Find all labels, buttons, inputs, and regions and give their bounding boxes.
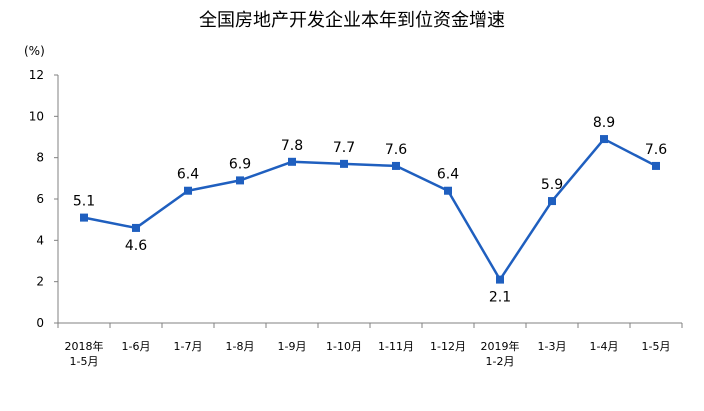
chart-title: 全国房地产开发企业本年到位资金增速 — [199, 10, 505, 31]
data-point-marker — [548, 197, 556, 206]
y-tick-label: 12 — [29, 68, 44, 82]
x-tick-label: 1-8月 — [226, 340, 255, 353]
y-tick-label: 6 — [36, 192, 44, 206]
data-point-marker — [132, 223, 140, 232]
data-label: 7.7 — [333, 140, 355, 156]
data-label: 6.4 — [437, 167, 459, 183]
data-point-marker — [496, 275, 504, 284]
y-axis-unit-label: (%) — [24, 44, 45, 58]
data-point-marker — [600, 135, 608, 144]
x-tick-label: 1-2月 — [486, 355, 515, 368]
y-tick-label: 2 — [36, 275, 44, 289]
data-label: 4.6 — [125, 238, 147, 254]
y-tick-label: 8 — [36, 151, 44, 165]
x-tick-label: 2018年 — [65, 339, 104, 353]
x-tick-label: 1-5月 — [642, 340, 671, 353]
y-tick-label: 10 — [29, 109, 44, 123]
x-tick-label: 1-4月 — [590, 340, 619, 353]
x-tick-label: 1-11月 — [378, 340, 414, 353]
y-tick-label: 4 — [36, 233, 44, 247]
data-point-marker — [444, 186, 452, 195]
data-label: 7.6 — [385, 142, 407, 158]
data-label: 7.6 — [645, 142, 667, 158]
x-tick-label: 1-10月 — [326, 340, 362, 353]
x-tick-label: 1-5月 — [70, 355, 99, 368]
data-label: 2.1 — [489, 290, 511, 306]
y-tick-label: 0 — [36, 316, 44, 330]
x-tick-label: 1-7月 — [174, 340, 203, 353]
data-label: 8.9 — [593, 115, 615, 131]
x-tick-label: 2019年 — [481, 339, 520, 353]
data-label: 5.1 — [73, 194, 95, 210]
data-label: 7.8 — [281, 138, 303, 154]
x-tick-label: 1-3月 — [538, 340, 567, 353]
x-tick-label: 1-9月 — [278, 340, 307, 353]
data-point-marker — [236, 176, 244, 185]
data-point-marker — [652, 161, 660, 170]
data-point-marker — [80, 213, 88, 222]
data-label: 6.9 — [229, 156, 251, 172]
data-point-marker — [184, 186, 192, 195]
x-tick-label: 1-6月 — [122, 340, 151, 353]
x-tick-label: 1-12月 — [430, 340, 466, 353]
data-label: 6.4 — [177, 167, 199, 183]
data-point-marker — [288, 157, 296, 166]
data-point-marker — [392, 161, 400, 170]
series-line — [83, 137, 657, 281]
data-label: 5.9 — [541, 177, 563, 193]
data-point-marker — [340, 159, 348, 168]
